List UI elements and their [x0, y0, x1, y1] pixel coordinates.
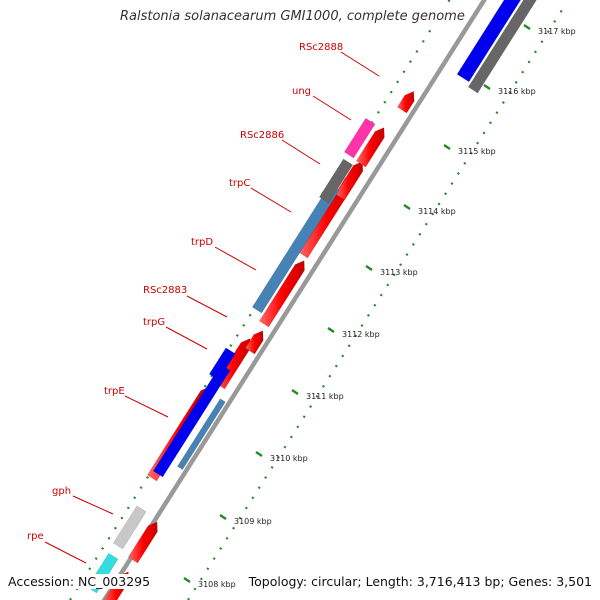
gene-label-trpC: trpC [229, 178, 250, 189]
scale-ticks-layer: 3108 kbp 3109 kbp 3110 kbp 3111 kbp 3112 kbp… [183, 24, 576, 589]
scale-tick-label: 3113 kbp [380, 268, 418, 277]
feature-red-5 [244, 330, 264, 355]
gene-leader-line [44, 541, 87, 564]
scale-tick-mark [327, 327, 335, 333]
scale-tick-mark [255, 451, 263, 457]
feature-gray-2 [467, 0, 537, 94]
gene-leader-line [214, 246, 257, 271]
gene-labels-layer: RSc2888 ung RSc2886 trpC trpD RSc2883 trpG trpE… [27, 42, 380, 564]
scale-tick-label: 3117 kbp [538, 27, 576, 36]
gene-label-ung: ung [292, 86, 311, 97]
gene-leader-line [340, 51, 380, 77]
feature-red-8 [334, 161, 364, 201]
scale-tick-mark [365, 265, 373, 271]
gene-leader-line [186, 295, 228, 318]
gene-leader-line [72, 495, 114, 515]
gene-leader-line [312, 95, 352, 121]
map-title: Ralstonia solanacearum GMI1000, complete… [120, 9, 465, 24]
scale-tick-mark [443, 144, 451, 150]
gene-label-RSc2888: RSc2888 [299, 42, 343, 53]
feature-red-6 [258, 260, 305, 328]
feature-red-10 [396, 90, 415, 114]
scale-tick-label: 3115 kbp [458, 147, 496, 156]
feature-red-9 [355, 127, 385, 168]
gene-leader-line [250, 187, 292, 213]
scale-tick-mark [183, 577, 191, 583]
scale-tick-mark [219, 514, 227, 520]
gene-label-trpG: trpG [143, 317, 165, 328]
scale-tick-label: 3111 kbp [306, 392, 344, 401]
scale-tick-label: 3108 kbp [198, 580, 236, 589]
gene-label-RSc2883: RSc2883 [143, 285, 187, 296]
feature-layer [86, 0, 537, 600]
scale-tick-mark [523, 24, 531, 30]
scale-tick-label: 3110 kbp [270, 454, 308, 463]
gene-label-gph: gph [52, 486, 71, 497]
feature-magenta [343, 117, 376, 159]
scale-tick-mark [291, 389, 299, 395]
gene-leader-line [124, 395, 169, 418]
scale-tick-label: 3112 kbp [342, 330, 380, 339]
gene-leader-line [165, 326, 208, 350]
gene-label-trpE: trpE [104, 386, 125, 397]
feature-steelblue [251, 184, 340, 314]
feature-red-2 [127, 521, 158, 564]
scale-tick-mark [403, 204, 411, 210]
feature-light-gray [112, 505, 147, 550]
scale-tick-mark [483, 84, 491, 90]
gene-leader-line [281, 139, 321, 165]
feature-steelblue-stripe [177, 398, 226, 471]
gene-label-trpD: trpD [191, 237, 213, 248]
gene-label-RSc2886: RSc2886 [240, 130, 284, 141]
genome-summary-text: Topology: circular; Length: 3,716,413 bp… [246, 574, 594, 589]
backbone-line [101, 0, 487, 600]
feature-gray [318, 158, 354, 204]
backbone-layer [101, 0, 487, 600]
dotted-track-layer [69, 0, 563, 600]
feature-blue-3 [456, 0, 522, 83]
accession-text: Accession: NC_003295 [6, 574, 153, 589]
gene-label-rpe: rpe [27, 531, 44, 542]
dotted-track-inner [187, 9, 563, 600]
scale-tick-label: 3116 kbp [498, 87, 536, 96]
scale-tick-label: 3114 kbp [418, 207, 456, 216]
feature-blue-1 [152, 364, 231, 478]
feature-blue-2 [208, 347, 236, 381]
scale-tick-label: 3109 kbp [234, 517, 272, 526]
